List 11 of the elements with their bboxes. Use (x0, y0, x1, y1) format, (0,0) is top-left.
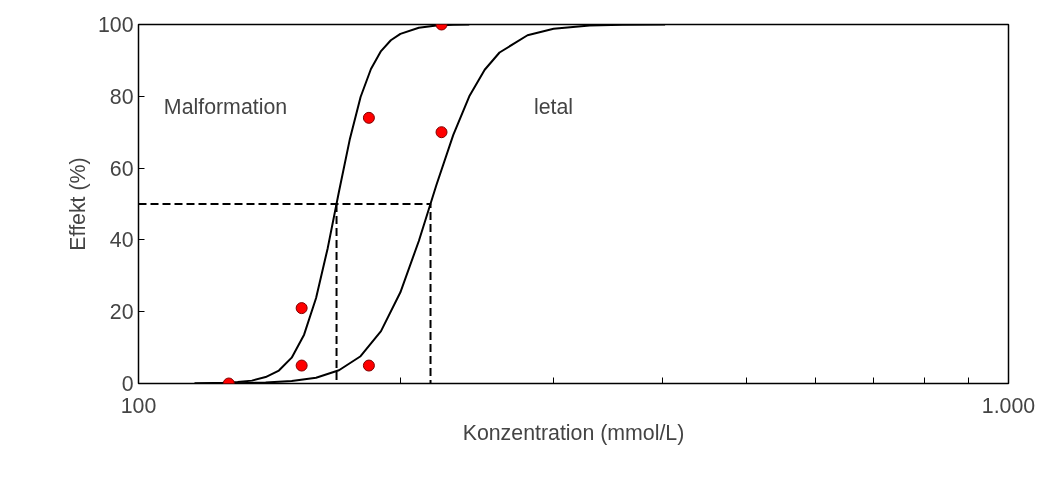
y-tick-label: 40 (109, 228, 134, 253)
y-tick-label: 60 (109, 156, 134, 181)
y-tick-label: 100 (97, 13, 134, 37)
y-tick-label: 80 (109, 84, 134, 109)
y-tick-label: 20 (109, 300, 134, 325)
annotation: letal (533, 95, 574, 120)
x-axis-title: Konzentration (mmol/L) (462, 420, 685, 445)
annotation: Malformation (163, 95, 288, 120)
x-tick-label: 1.000 (981, 393, 1036, 418)
y-axis-title: Effekt (%) (65, 157, 90, 251)
y-tick-label: 0 (121, 372, 134, 396)
